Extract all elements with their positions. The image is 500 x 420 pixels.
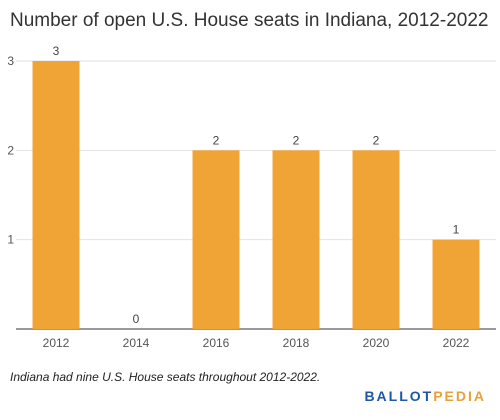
bar-2012 [32, 61, 80, 329]
data-label-2014: 0 [133, 312, 140, 326]
ballotpedia-logo: BALLOTPEDIA [364, 388, 486, 404]
data-label-2016: 2 [213, 133, 220, 147]
bar-2018 [272, 150, 320, 329]
x-tick-label-2018: 2018 [283, 336, 310, 350]
bar-2022 [432, 239, 480, 329]
data-label-2022: 1 [453, 223, 460, 237]
x-tick-label-2014: 2014 [123, 336, 150, 350]
data-label-2012: 3 [53, 44, 60, 58]
label-layer: 1 2 3 3 2012 0 2014 2 2016 2 2018 2 2020 1 2022 [7, 44, 469, 350]
data-label-2018: 2 [293, 133, 300, 147]
chart-title: Number of open U.S. House seats in India… [10, 10, 489, 31]
y-tick-label: 2 [7, 143, 14, 157]
bar-2016 [192, 150, 240, 329]
y-tick-label: 1 [7, 233, 14, 247]
grid-layer [16, 60, 496, 330]
x-tick-label-2012: 2012 [43, 336, 70, 350]
bar-2020 [352, 150, 400, 329]
logo-part-pedia: PEDIA [433, 388, 486, 404]
y-tick-label: 3 [7, 54, 14, 68]
logo-part-ballot: BALLOT [364, 388, 434, 404]
bar-layer [32, 61, 480, 329]
x-tick-label-2022: 2022 [443, 336, 470, 350]
bar-chart: 1 2 3 3 2012 0 2014 2 2016 2 2018 2 2020 1 2022 [7, 44, 496, 350]
data-label-2020: 2 [373, 133, 380, 147]
footnote: Indiana had nine U.S. House seats throug… [10, 370, 321, 384]
x-tick-label-2020: 2020 [363, 336, 390, 350]
x-tick-label-2016: 2016 [203, 336, 230, 350]
